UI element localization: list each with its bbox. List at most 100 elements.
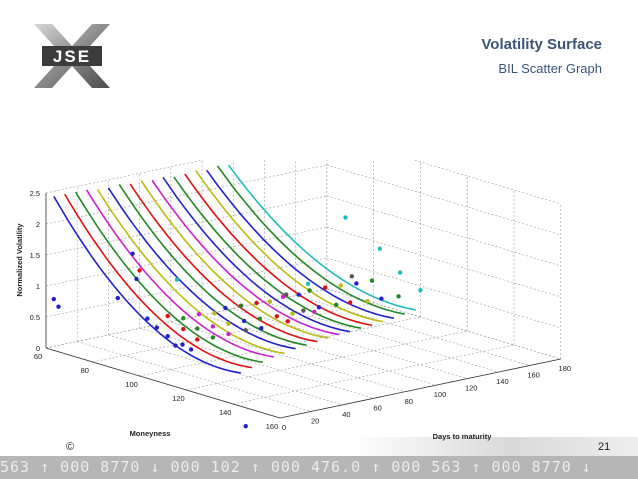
data-point [137,268,142,273]
data-point [226,321,231,326]
data-point [210,335,216,340]
data-point [195,326,200,331]
curve-layer [53,164,416,374]
y-tick-label: 20 [311,416,319,425]
fitted-curve [151,179,340,336]
data-point [212,311,217,316]
grid-floor-line [170,321,405,393]
fitted-curve [162,176,351,333]
data-point [154,325,159,330]
x-tick-label: 140 [219,408,232,417]
slide-subtitle: BIL Scatter Graph [498,61,602,76]
fitted-curve [140,180,329,339]
data-point [195,337,200,342]
data-point [145,316,150,321]
data-point [257,316,262,321]
x-tick-label: 160 [266,422,279,431]
y-tick-label: 100 [434,390,447,399]
data-point [379,296,384,301]
x-tick-label: 100 [125,380,138,389]
z-tick-label: 0 [36,344,40,353]
slide-title: Volatility Surface [481,36,602,53]
fitted-curve [129,183,318,343]
y-tick-label: 180 [559,364,572,373]
data-point [296,292,301,297]
grid-floor-line [295,295,530,366]
fitted-curve [74,191,263,363]
data-point [254,300,259,306]
data-point [180,342,185,347]
data-point [243,424,248,429]
data-point [338,283,343,288]
data-point [56,304,61,309]
data-point [348,300,353,305]
grid-floor-line [201,314,437,386]
data-point [165,334,170,339]
y-tick-label: 160 [527,371,540,380]
ticker-text: 563 ↑ 000 8770 ↓ 000 102 ↑ 000 476.0 ↑ 0… [0,458,592,476]
y-tick-label: 0 [282,423,286,432]
data-point [130,251,135,256]
data-point [284,292,289,297]
data-point [307,288,312,293]
data-point [238,303,244,308]
fitted-curve [53,195,242,374]
data-point [241,318,247,324]
data-point [174,277,180,282]
y-tick-label: 60 [373,403,381,412]
data-point [196,312,202,317]
copyright: © [66,441,75,453]
data-point [51,296,56,302]
data-point [173,343,178,348]
z-tick-label: 2.5 [30,189,40,198]
z-tick-label: 1.5 [30,251,40,260]
x-tick-label: 60 [34,352,42,361]
grid-floor-line [108,334,343,406]
data-point [115,295,121,301]
fitted-curve [107,187,296,350]
grid-floor-line [264,301,499,373]
data-point [316,305,322,310]
data-point [418,288,423,293]
jse-logo: JSE [34,24,110,88]
fitted-curve [64,193,253,369]
data-point [301,308,306,313]
data-point [188,347,194,352]
data-point [134,276,139,282]
fitted-curve [195,170,384,323]
data-point [334,302,339,307]
data-point [226,331,231,337]
data-point [181,326,186,332]
x-axis-line [45,347,281,419]
page-number: 21 [598,441,611,453]
z-tick-label: 2 [36,220,40,229]
fitted-curve [96,189,285,355]
logo-banner [42,46,102,66]
fitted-curve [184,173,373,327]
grid-floor-line [77,341,312,412]
data-point [377,246,382,251]
z-tick-label: 1 [36,282,40,291]
data-point [323,285,328,290]
y-axis-line [279,358,561,419]
fitted-curve [173,176,362,329]
data-point [181,316,186,321]
x-tick-label: 80 [81,366,89,375]
grid-side-horizontal [326,257,561,329]
grid-side-horizontal [412,160,561,205]
logo-text: JSE [53,47,91,66]
data-point [290,311,295,316]
data-point [274,314,280,319]
data-point [243,328,248,333]
data-point [396,294,401,299]
grid-floor-line [233,344,515,405]
x-axis-label: Moneyness [130,429,171,438]
data-point [285,319,290,324]
data-point [210,324,216,329]
grid-floor-line [139,328,374,399]
data-point [312,309,317,315]
data-point [349,274,354,279]
data-point [343,215,348,220]
data-point [369,278,375,283]
